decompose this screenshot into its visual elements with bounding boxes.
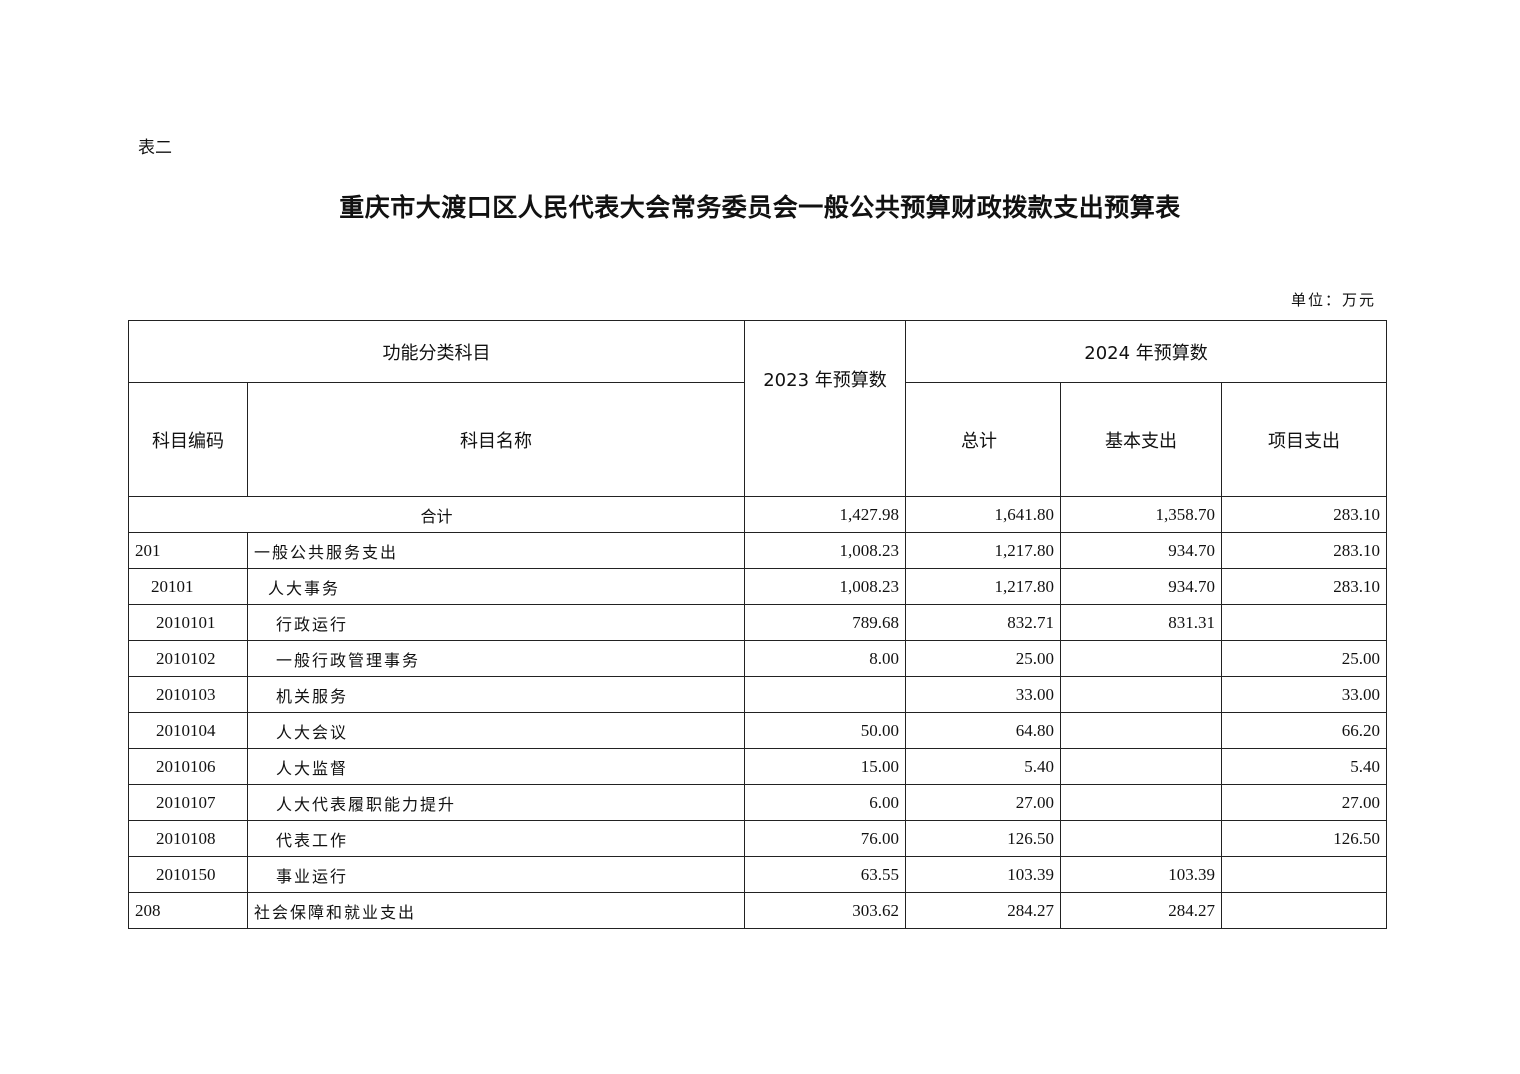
cell-project: 25.00 — [1220, 640, 1388, 677]
budget-table: 功能分类科目 2023 年预算数 2024 年预算数 科目编码 科目名称 总计 … — [128, 320, 1388, 929]
cell-2023: 303.62 — [744, 892, 906, 929]
table-row: 20101 人大事务 1,008.23 1,217.80 934.70 283.10 — [128, 568, 1388, 605]
table-row: 2010150 事业运行 63.55 103.39 103.39 — [128, 856, 1388, 893]
table-row: 2010102 一般行政管理事务 8.00 25.00 25.00 — [128, 640, 1388, 677]
header-code: 科目编码 — [128, 382, 248, 497]
cell-total: 832.71 — [905, 604, 1061, 641]
cell-name: 机关服务 — [247, 676, 745, 713]
cell-code: 208 — [128, 892, 248, 929]
cell-basic: 284.27 — [1060, 892, 1222, 929]
unit-label: 单位：万元 — [1290, 293, 1376, 309]
cell-project: 283.10 — [1220, 532, 1388, 569]
header-basic: 基本支出 — [1060, 382, 1222, 497]
cell-project: 126.50 — [1220, 820, 1388, 857]
total-label: 合计 — [128, 496, 745, 533]
table-row: 2010106 人大监督 15.00 5.40 5.40 — [128, 748, 1388, 785]
cell-code: 2010104 — [128, 712, 248, 749]
header-project: 项目支出 — [1220, 382, 1388, 497]
cell-code: 2010108 — [128, 820, 248, 857]
table-row: 201 一般公共服务支出 1,008.23 1,217.80 934.70 283.10 — [128, 532, 1388, 569]
cell-total: 33.00 — [905, 676, 1061, 713]
cell-total: 1,217.80 — [905, 568, 1061, 605]
cell-name: 社会保障和就业支出 — [247, 892, 745, 929]
cell-2023: 15.00 — [744, 748, 906, 785]
cell-code: 2010102 — [128, 640, 248, 677]
cell-project: 283.10 — [1220, 568, 1388, 605]
cell-basic — [1060, 640, 1222, 677]
cell-project — [1220, 892, 1388, 929]
cell-basic — [1060, 784, 1222, 821]
cell-basic — [1060, 748, 1222, 785]
cell-total: 64.80 — [905, 712, 1061, 749]
cell-code: 201 — [128, 532, 248, 569]
table-row: 2010108 代表工作 76.00 126.50 126.50 — [128, 820, 1388, 857]
table-row: 2010104 人大会议 50.00 64.80 66.20 — [128, 712, 1388, 749]
page-title: 重庆市大渡口区人民代表大会常务委员会一般公共预算财政拨款支出预算表 — [339, 195, 1181, 222]
table-row: 208 社会保障和就业支出 303.62 284.27 284.27 — [128, 892, 1388, 929]
table-row: 2010103 机关服务 33.00 33.00 — [128, 676, 1388, 713]
cell-project — [1220, 856, 1388, 893]
cell-total: 126.50 — [905, 820, 1061, 857]
header-row: 功能分类科目 2023 年预算数 2024 年预算数 — [128, 320, 1388, 497]
cell-name: 人大会议 — [247, 712, 745, 749]
cell-name: 代表工作 — [247, 820, 745, 857]
cell-total: 103.39 — [905, 856, 1061, 893]
cell-code: 2010101 — [128, 604, 248, 641]
cell-name: 人大事务 — [247, 568, 745, 605]
cell-name: 一般公共服务支出 — [247, 532, 745, 569]
header-row: 科目编码 科目名称 总计 基本支出 项目支出 — [128, 382, 1388, 497]
cell-name: 事业运行 — [247, 856, 745, 893]
cell-project: 66.20 — [1220, 712, 1388, 749]
cell-basic: 934.70 — [1060, 532, 1222, 569]
cell-2023: 789.68 — [744, 604, 906, 641]
total-total: 1,641.80 — [905, 496, 1061, 533]
cell-basic: 103.39 — [1060, 856, 1222, 893]
cell-2023: 1,008.23 — [744, 568, 906, 605]
cell-project: 33.00 — [1220, 676, 1388, 713]
cell-2023: 1,008.23 — [744, 532, 906, 569]
cell-code: 2010106 — [128, 748, 248, 785]
header-functional-category: 功能分类科目 — [128, 320, 745, 383]
cell-name: 人大代表履职能力提升 — [247, 784, 745, 821]
cell-basic — [1060, 820, 1222, 857]
total-2023: 1,427.98 — [744, 496, 906, 533]
cell-total: 27.00 — [905, 784, 1061, 821]
table-row: 2010101 行政运行 789.68 832.71 831.31 — [128, 604, 1388, 641]
cell-project: 5.40 — [1220, 748, 1388, 785]
table-label: 表二 — [138, 138, 172, 157]
cell-2023: 6.00 — [744, 784, 906, 821]
cell-project: 27.00 — [1220, 784, 1388, 821]
cell-name: 一般行政管理事务 — [247, 640, 745, 677]
total-basic: 1,358.70 — [1060, 496, 1222, 533]
cell-2023: 63.55 — [744, 856, 906, 893]
cell-total: 1,217.80 — [905, 532, 1061, 569]
cell-code: 2010107 — [128, 784, 248, 821]
header-budget-2024: 2024 年预算数 — [904, 320, 1388, 383]
cell-2023 — [744, 676, 906, 713]
cell-basic: 934.70 — [1060, 568, 1222, 605]
cell-basic: 831.31 — [1060, 604, 1222, 641]
cell-total: 25.00 — [905, 640, 1061, 677]
total-project: 283.10 — [1220, 496, 1388, 533]
cell-basic — [1060, 712, 1222, 749]
cell-2023: 50.00 — [744, 712, 906, 749]
cell-name: 行政运行 — [247, 604, 745, 641]
header-name: 科目名称 — [247, 382, 745, 497]
cell-2023: 76.00 — [744, 820, 906, 857]
cell-name: 人大监督 — [247, 748, 745, 785]
total-row: 合计 1,427.98 1,641.80 1,358.70 283.10 — [128, 496, 1388, 533]
cell-total: 284.27 — [905, 892, 1061, 929]
table-row: 2010107 人大代表履职能力提升 6.00 27.00 27.00 — [128, 784, 1388, 821]
cell-basic — [1060, 676, 1222, 713]
header-total: 总计 — [905, 382, 1061, 497]
cell-total: 5.40 — [905, 748, 1061, 785]
cell-code: 2010103 — [128, 676, 248, 713]
cell-project — [1220, 604, 1388, 641]
cell-code: 20101 — [128, 568, 248, 605]
cell-code: 2010150 — [128, 856, 248, 893]
cell-2023: 8.00 — [744, 640, 906, 677]
header-budget-2023: 2023 年预算数 — [744, 320, 906, 497]
